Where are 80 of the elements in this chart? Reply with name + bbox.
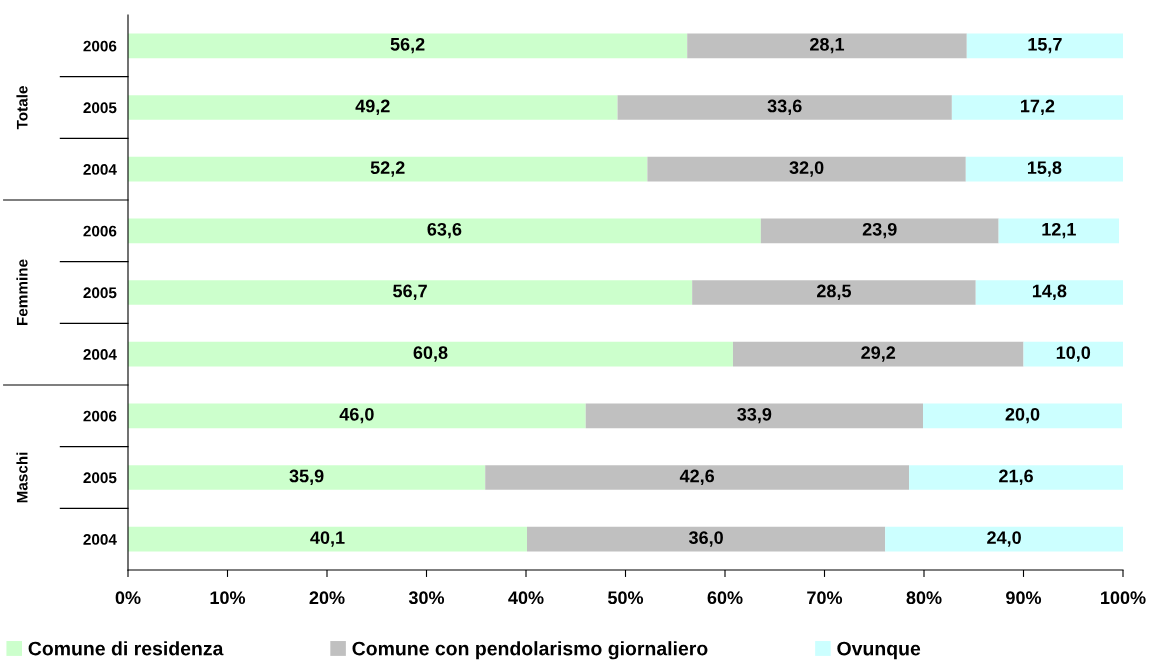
x-tick-label: 100% [1101,591,1146,605]
legend-label: Comune con pendolarismo giornaliero [352,641,708,660]
bar [585,403,923,429]
data-label: 12,1 [1042,222,1076,239]
bar [128,341,733,367]
bar [687,33,967,59]
bar [965,156,1123,182]
data-label: 17,2 [1021,99,1055,115]
data-label: 46,0 [339,407,374,424]
bar [128,218,761,244]
data-label: 49,2 [355,99,390,115]
bar [1023,341,1123,367]
bar [617,95,952,120]
x-tick-label: 80% [906,591,942,605]
data-label: 10,0 [1056,346,1091,362]
data-label: 14,8 [1032,284,1067,300]
legend-label: Comune di residenza [28,641,224,656]
bar [998,218,1120,244]
y-tick-label: 2005 [83,472,117,484]
bar [966,33,1123,59]
y-tick-label: 2005 [83,102,117,114]
x-tick-label: 90% [1006,591,1042,605]
x-tick-label: 0% [115,591,141,605]
data-label: 32,0 [789,161,824,177]
bar [485,465,910,490]
data-label: 23,9 [862,222,897,239]
text: Maschi [16,452,28,503]
bar [128,95,618,120]
data-label: 29,2 [861,346,896,362]
data-label: 15,7 [1028,38,1062,54]
x-tick-label: 50% [607,591,644,605]
y-tick-label: 2006 [83,40,117,52]
x-tick-label: 70% [807,591,843,605]
data-label: 24,0 [987,531,1021,547]
data-label: 56,2 [390,37,425,54]
data-label: 33,6 [767,99,802,115]
bar [885,526,1123,552]
data-label: 28,5 [817,284,852,300]
y-tick-label: 2006 [83,225,117,237]
bar [647,156,966,182]
data-label: 15,8 [1027,161,1062,177]
data-label: 60,8 [413,346,448,362]
data-label: 21,6 [999,469,1033,485]
x-tick-label: 20% [309,591,345,605]
bar [760,218,999,244]
data-label: 33,9 [737,407,772,424]
y-tick-label: 2004 [83,534,117,545]
bar [526,526,886,552]
data-label: 63,6 [427,222,462,239]
data-label: 20,0 [1005,407,1040,424]
bar [128,280,693,305]
data-label: 40,1 [310,531,345,547]
y-tick-label: 2004 [83,164,117,175]
bar [923,403,1122,429]
y-tick-label: 2004 [83,349,117,360]
bar [128,156,648,182]
y-tick-label: 2006 [83,410,117,422]
data-label: 56,7 [393,284,427,300]
bar [951,95,1123,120]
data-label: 42,6 [679,469,715,485]
text: Totale [16,86,28,130]
data-label: 52,2 [370,161,405,177]
text: Femmine [16,259,28,326]
bar [909,465,1123,490]
data-label: 36,0 [688,531,723,547]
x-tick-label: 30% [408,591,445,605]
x-tick-label: 60% [707,591,743,605]
data-label: 35,9 [289,469,324,485]
bar [128,465,486,490]
legend-label: Ovunque [837,641,921,660]
y-tick-label: 2005 [83,287,117,299]
x-tick-label: 40% [508,591,544,605]
x-tick-label: 10% [210,591,246,605]
bar [732,341,1024,367]
bar [692,280,976,305]
data-label: 28,1 [810,37,845,54]
bar [975,280,1123,305]
bar [128,33,688,59]
bar [128,526,527,552]
bar [128,403,586,429]
